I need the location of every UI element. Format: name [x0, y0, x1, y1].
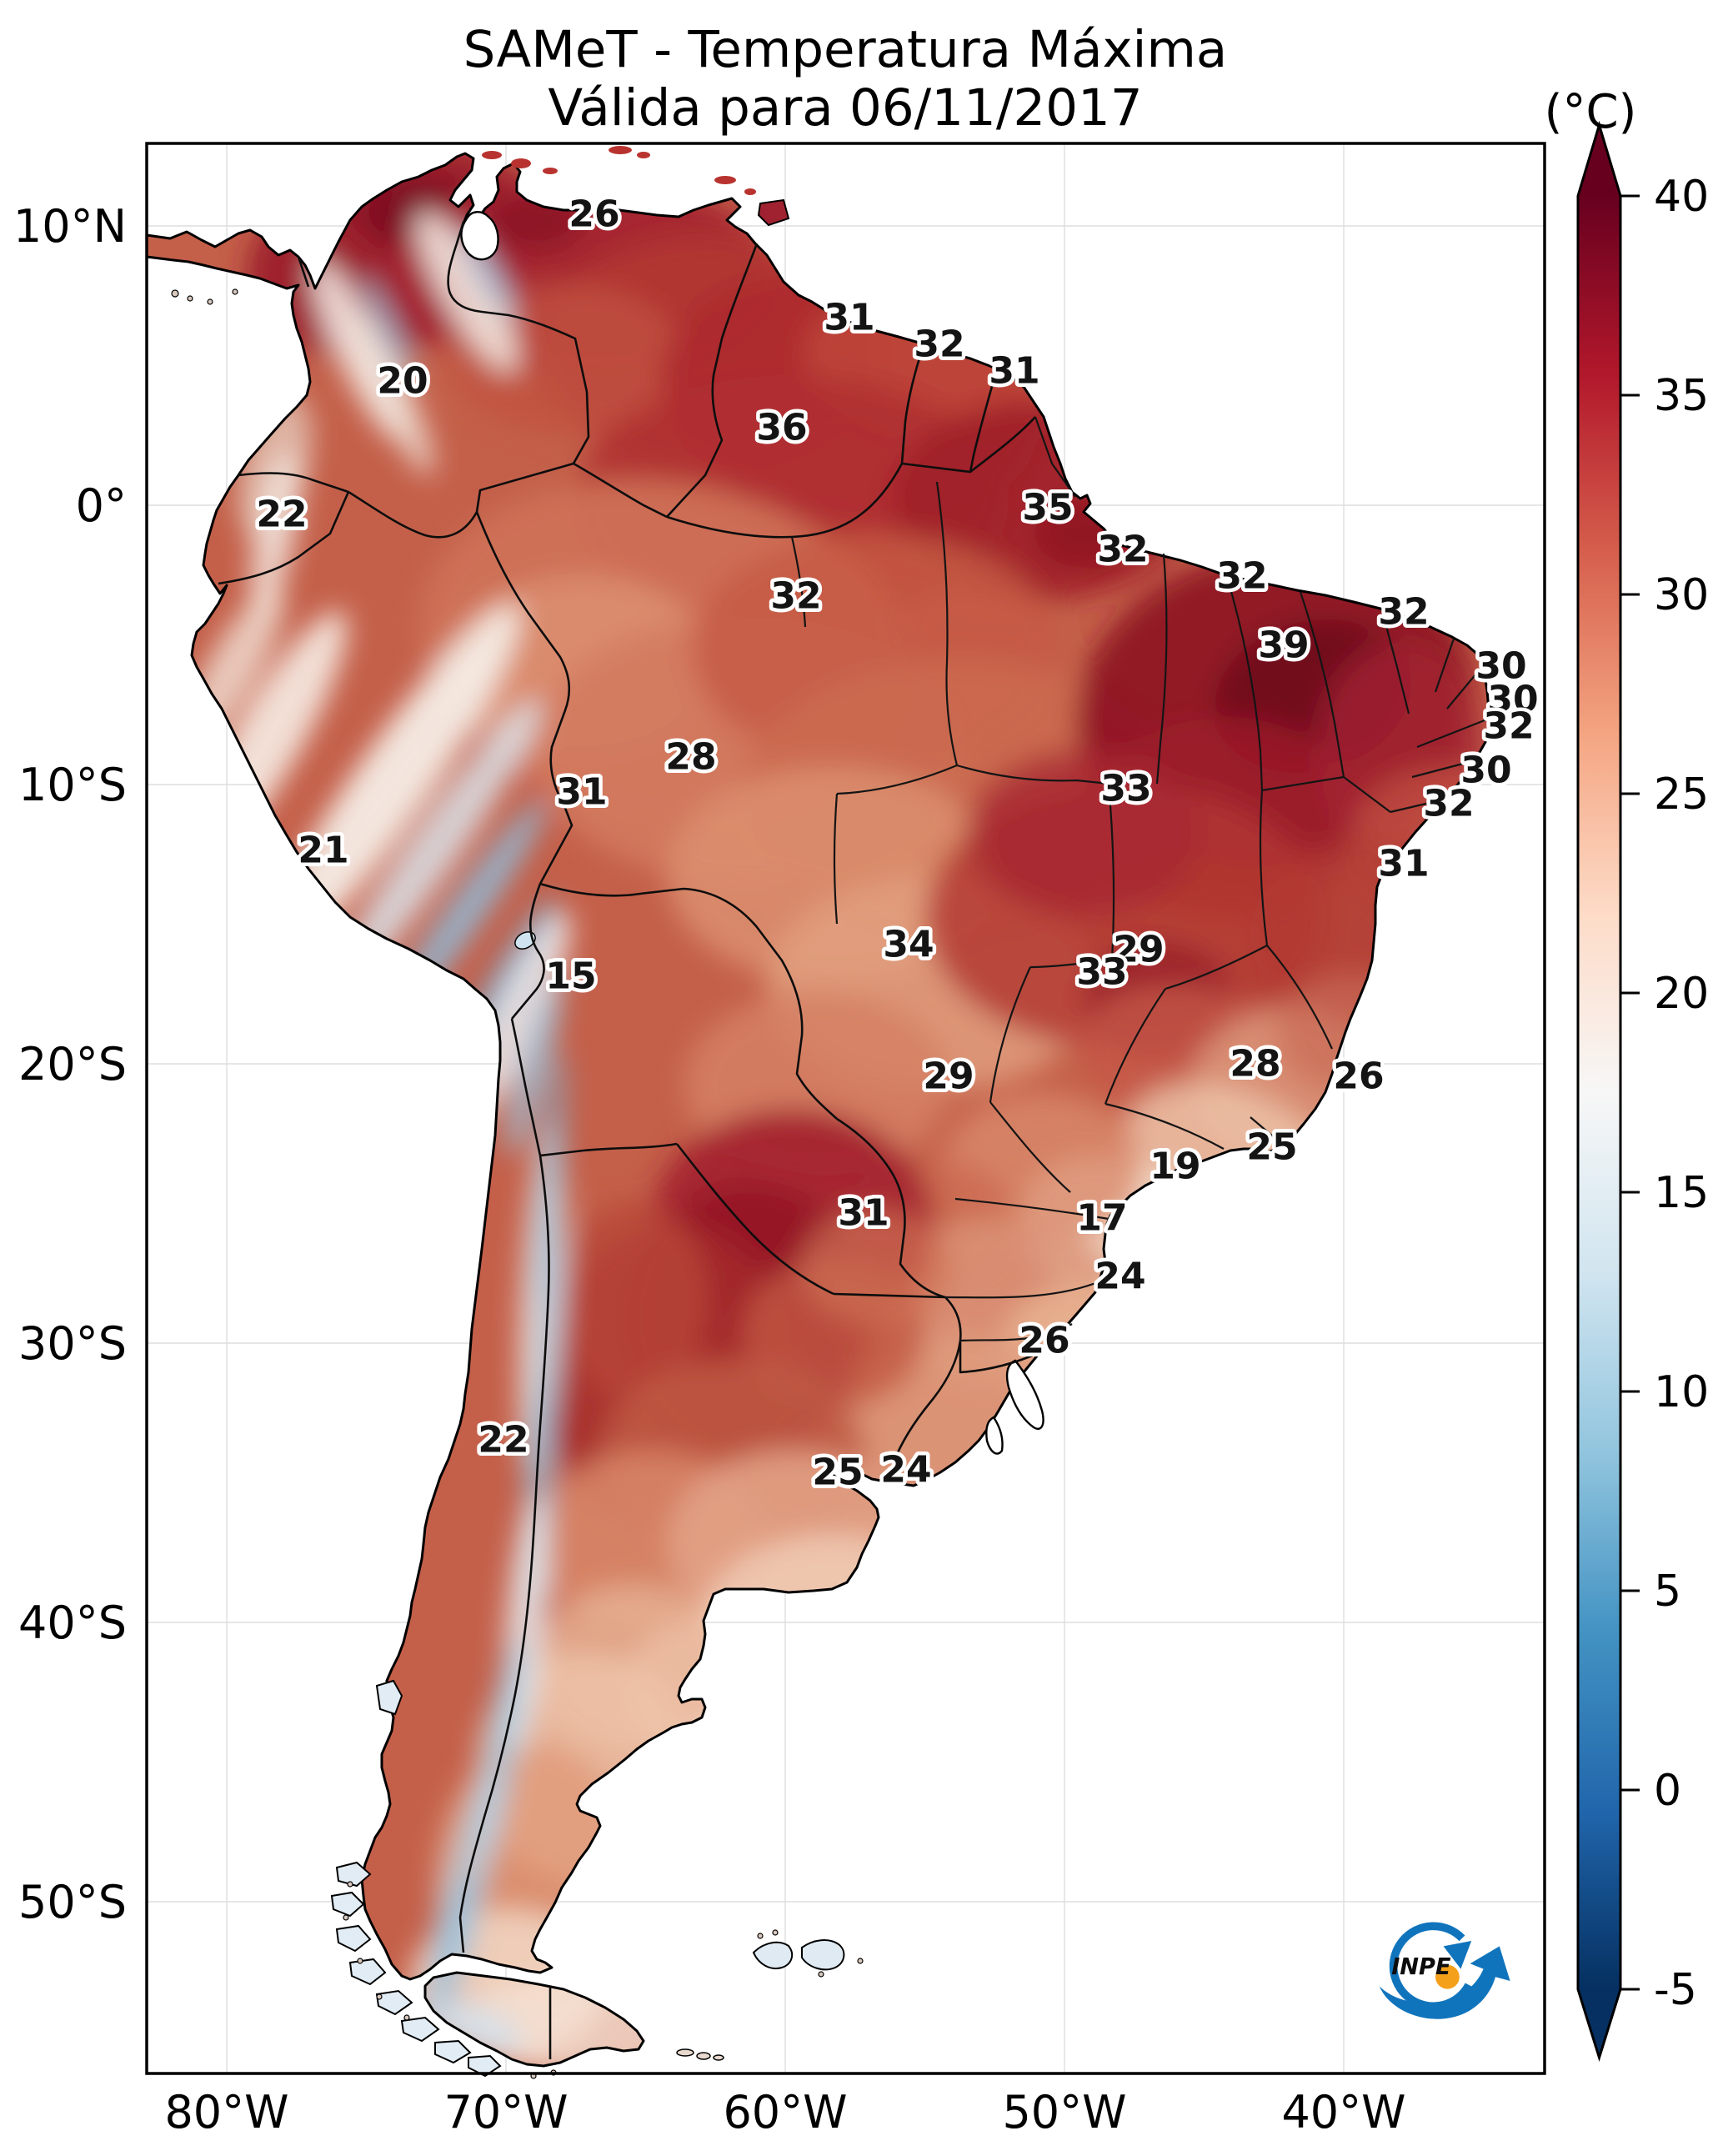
- temp-label: 24: [1094, 1255, 1145, 1297]
- lake-titicaca: [514, 931, 536, 950]
- temp-label: 33: [1076, 950, 1127, 993]
- state-borders: [790, 416, 1490, 1342]
- x-tick-label: 70°W: [443, 2086, 568, 2138]
- temp-label: 22: [256, 493, 307, 535]
- logo-swoosh-arrow: [1379, 1946, 1510, 2019]
- temp-label: 36: [756, 406, 807, 449]
- temp-label: 20: [377, 359, 428, 402]
- y-axis-labels: 10°N 0° 10°S 20°S 30°S 40°S 50°S: [13, 200, 127, 1928]
- temp-label: 31: [989, 349, 1039, 392]
- x-tick-label: 80°W: [164, 2086, 288, 2138]
- temp-label: 31: [1378, 842, 1429, 885]
- colorbar-bar: [1576, 120, 1622, 2063]
- colorbar-tick-label: 35: [1654, 371, 1709, 421]
- temp-label: 39: [1258, 624, 1309, 666]
- temp-label: 32: [1378, 590, 1429, 633]
- temp-label: 30: [1487, 678, 1538, 720]
- temp-label: 31: [556, 770, 607, 813]
- temp-label: 33: [1100, 767, 1151, 810]
- inpe-logo: INPE: [1379, 1922, 1510, 2019]
- temp-label: 26: [1333, 1055, 1384, 1097]
- temp-label: 34: [883, 923, 934, 965]
- temp-label: 35: [1022, 486, 1073, 529]
- colorbar-tick-label: 30: [1654, 570, 1709, 620]
- temp-label: 29: [923, 1055, 974, 1097]
- x-tick-label: 60°W: [723, 2086, 847, 2138]
- y-tick-label: 20°S: [18, 1038, 127, 1091]
- temp-label: 32: [770, 574, 821, 617]
- chart-title: SAMeT - Temperatura Máxima: [463, 20, 1228, 79]
- temp-label: 28: [1230, 1042, 1280, 1085]
- temp-label: 15: [545, 955, 596, 997]
- logo-orange-sphere: [1435, 1964, 1460, 1989]
- falkland-islands: [752, 1939, 845, 1971]
- islands: [171, 146, 864, 2079]
- colorbar: (°C) 40 35 30 25 20 15 10 5 0 -5: [1545, 85, 1709, 2063]
- lakes: [460, 211, 1044, 1455]
- x-tick-label: 40°W: [1281, 2086, 1405, 2138]
- temp-label: 21: [298, 829, 348, 871]
- temp-label: 30: [1460, 749, 1511, 791]
- colorbar-unit-label: (°C): [1545, 85, 1637, 139]
- x-tick-label: 50°W: [1002, 2086, 1126, 2138]
- temp-label: 28: [665, 735, 716, 778]
- lagoa-dos-patos: [1005, 1359, 1044, 1430]
- temp-label: 29: [1113, 928, 1164, 970]
- temp-label: 25: [812, 1451, 863, 1493]
- temp-label: 32: [1423, 782, 1474, 825]
- colorbar-ticks: 40 35 30 25 20 15 10 5 0 -5: [1620, 172, 1709, 2015]
- caribbean-islands: [482, 146, 756, 195]
- y-tick-label: 10°S: [18, 759, 127, 811]
- colorbar-tick-label: 0: [1654, 1766, 1681, 1816]
- colorbar-tick-label: 10: [1654, 1367, 1709, 1417]
- y-tick-label: 40°S: [18, 1597, 127, 1649]
- colorbar-tick-label: 15: [1654, 1168, 1709, 1218]
- plot-frame: [145, 142, 1546, 2075]
- temp-label: 31: [838, 1191, 889, 1234]
- chilean-fjords: [330, 1679, 502, 2078]
- temp-label: 26: [1019, 1319, 1069, 1361]
- x-axis-labels: 80°W 70°W 60°W 50°W 40°W: [164, 2086, 1405, 2138]
- logo-inner-swirl: [1403, 1937, 1461, 1998]
- colorbar-tick-label: -5: [1654, 1965, 1697, 2015]
- colorbar-tick-label: 40: [1654, 172, 1709, 222]
- temp-label: 30: [1475, 644, 1526, 687]
- temp-label: 26: [568, 193, 619, 235]
- temp-label: 25: [1246, 1126, 1297, 1168]
- chart-subtitle: Válida para 06/11/2017: [548, 78, 1142, 138]
- temp-label: 32: [1483, 704, 1534, 747]
- temp-label: 32: [914, 323, 964, 365]
- temp-label: 17: [1076, 1196, 1127, 1239]
- lake-maracaibo: [460, 211, 499, 261]
- logo-text: INPE: [1391, 1954, 1451, 1980]
- colorbar-tick-label: 25: [1654, 770, 1709, 820]
- logo-small-arrow: [1443, 1941, 1472, 1969]
- y-tick-label: 50°S: [18, 1876, 127, 1928]
- y-tick-label: 0°: [76, 479, 127, 532]
- temp-label: 22: [478, 1418, 528, 1461]
- y-tick-label: 30°S: [18, 1317, 127, 1370]
- isla-de-los-estados: [676, 2048, 724, 2061]
- temp-label: 32: [1216, 554, 1267, 597]
- colorbar-tick-label: 20: [1654, 969, 1709, 1019]
- temp-label: 19: [1150, 1145, 1200, 1187]
- temp-label: 31: [824, 296, 874, 338]
- trinidad-island: [757, 198, 790, 227]
- temp-label: 32: [1097, 528, 1148, 570]
- lagoa-mirim: [985, 1416, 1004, 1455]
- colorbar-tick-label: 5: [1654, 1567, 1681, 1617]
- temp-label: 24: [880, 1448, 931, 1491]
- y-tick-label: 10°N: [13, 200, 127, 253]
